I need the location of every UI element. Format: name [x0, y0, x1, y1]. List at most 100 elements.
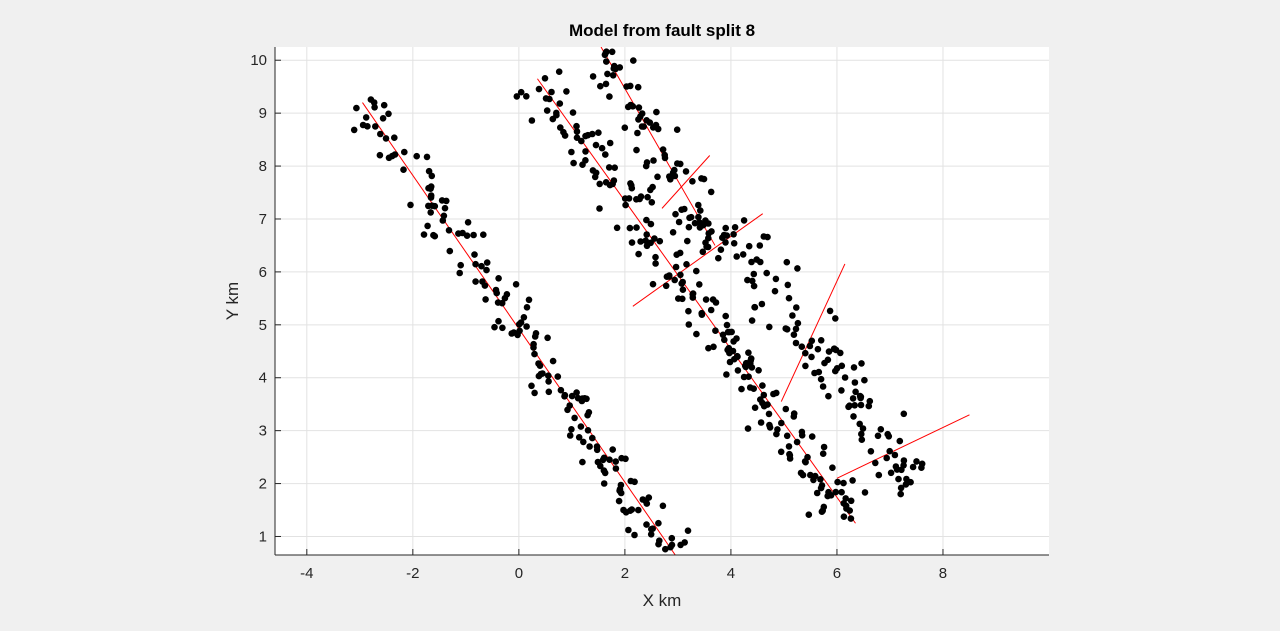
data-point: [801, 458, 809, 465]
x-tick-label: -2: [406, 565, 419, 582]
data-point: [634, 83, 642, 91]
data-point: [766, 424, 774, 431]
data-point: [407, 201, 414, 209]
data-point: [671, 166, 678, 174]
data-point: [766, 323, 773, 331]
data-point: [512, 281, 520, 288]
data-point: [653, 108, 660, 116]
data-point: [681, 205, 688, 213]
data-point: [602, 80, 610, 88]
data-point: [659, 146, 667, 153]
data-point: [745, 349, 752, 357]
data-point: [874, 432, 882, 440]
data-point: [793, 304, 800, 311]
data-point: [617, 489, 625, 497]
data-point: [666, 272, 673, 279]
data-point: [798, 343, 806, 351]
y-tick-label: 7: [259, 211, 267, 228]
data-point: [543, 107, 551, 114]
data-point: [682, 168, 690, 175]
data-point: [483, 259, 491, 266]
data-point: [697, 207, 704, 214]
data-point: [633, 146, 640, 154]
data-point: [819, 450, 827, 458]
data-point: [750, 270, 758, 278]
data-point: [525, 296, 533, 304]
data-point: [900, 462, 907, 469]
data-point: [895, 475, 902, 483]
data-point: [817, 375, 825, 383]
data-point: [817, 476, 824, 483]
data-point: [733, 335, 740, 342]
data-point: [841, 374, 849, 381]
data-point: [548, 88, 555, 96]
data-point: [683, 261, 690, 268]
data-point: [655, 519, 662, 527]
data-point: [851, 402, 858, 409]
data-point: [593, 446, 601, 454]
data-point: [886, 447, 893, 455]
data-point: [520, 314, 528, 321]
data-point: [385, 110, 392, 118]
fault-line: [600, 47, 716, 246]
data-point: [515, 321, 523, 328]
data-point: [802, 362, 809, 370]
fault-line: [661, 155, 711, 209]
data-point: [630, 57, 637, 64]
data-point: [603, 58, 610, 65]
data-point: [723, 232, 731, 239]
data-point: [424, 222, 431, 230]
data-point: [750, 282, 758, 290]
data-point: [840, 479, 847, 487]
data-point: [471, 251, 478, 258]
data-point: [472, 278, 479, 285]
data-point: [602, 151, 609, 158]
data-point: [491, 323, 498, 331]
y-tick-label: 3: [259, 423, 267, 440]
data-point: [604, 70, 611, 78]
data-point: [388, 152, 396, 160]
data-point: [637, 238, 644, 245]
data-point: [622, 201, 629, 209]
data-point: [817, 484, 825, 492]
data-point: [773, 430, 780, 438]
data-point: [472, 260, 479, 268]
data-point: [650, 157, 657, 164]
data-point: [913, 458, 920, 465]
data-point: [710, 343, 717, 351]
data-point: [814, 345, 822, 353]
data-point: [730, 231, 737, 238]
data-point: [872, 459, 879, 467]
data-point: [523, 93, 530, 100]
data-point: [479, 278, 486, 285]
data-point: [786, 455, 794, 462]
data-point: [738, 385, 745, 393]
data-point: [457, 261, 465, 269]
data-point: [517, 88, 525, 96]
data-point: [887, 469, 895, 477]
data-point: [693, 267, 700, 275]
data-point: [739, 251, 747, 258]
data-point: [557, 124, 564, 131]
data-point: [456, 269, 464, 277]
data-point: [849, 395, 857, 402]
data-point: [678, 280, 685, 287]
x-tick-label: 4: [727, 565, 735, 582]
data-point: [850, 413, 857, 420]
data-point: [654, 173, 661, 181]
data-point: [806, 342, 814, 350]
y-tick-label: 8: [259, 158, 267, 175]
data-point: [627, 180, 634, 187]
data-point: [655, 540, 662, 548]
data-point: [350, 126, 358, 134]
data-point: [807, 471, 814, 479]
data-point: [609, 180, 616, 188]
data-point: [757, 419, 765, 426]
data-point: [523, 323, 530, 330]
data-point: [662, 545, 669, 553]
data-point: [643, 231, 650, 238]
y-tick-label: 2: [259, 476, 267, 493]
data-point: [763, 269, 770, 277]
data-point: [578, 137, 585, 145]
y-axis-label: Y km: [223, 282, 242, 320]
